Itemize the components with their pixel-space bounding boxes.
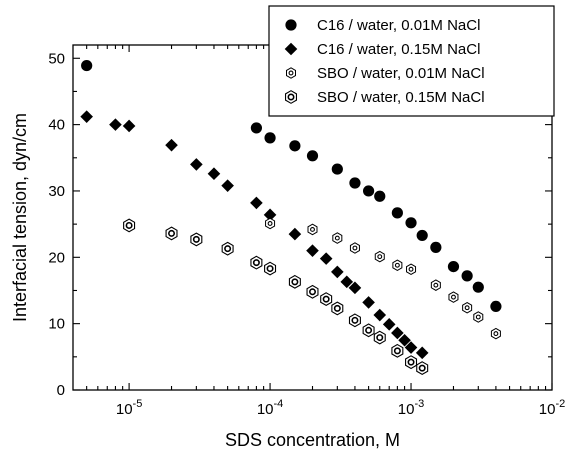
data-point — [81, 59, 93, 72]
y-tick-label: 10 — [48, 316, 65, 333]
y-tick-label: 0 — [57, 382, 65, 399]
x-tick-label: 10-5 — [116, 398, 142, 418]
data-point — [190, 158, 203, 171]
data-point — [250, 196, 263, 210]
data-point — [165, 226, 178, 241]
y-tick-label: 40 — [48, 117, 65, 134]
data-point — [264, 261, 277, 276]
data-point — [391, 343, 404, 358]
data-point — [391, 326, 404, 340]
data-point — [80, 110, 93, 123]
x-tick-label: 10-3 — [398, 398, 424, 418]
data-point — [122, 119, 136, 133]
data-point — [123, 218, 136, 233]
data-point — [473, 311, 484, 323]
series-4 — [123, 218, 429, 376]
data-point — [250, 122, 263, 134]
data-point — [306, 244, 319, 257]
data-point — [319, 252, 333, 265]
data-point — [250, 255, 263, 270]
x-axis-label: SDS concentration, M — [225, 430, 400, 450]
data-point — [416, 361, 429, 376]
data-point — [362, 323, 375, 338]
data-point — [374, 190, 386, 202]
data-point — [398, 333, 411, 347]
data-point — [416, 229, 428, 242]
data-point — [332, 232, 343, 244]
data-point — [405, 355, 418, 370]
data-point — [263, 208, 277, 222]
legend-label: C16 / water, 0.01M NaCl — [317, 17, 480, 34]
axis-ticks: 0 10 20 30 40 50 10-5 10-4 10-3 10-2 — [48, 45, 565, 418]
data-point — [382, 318, 396, 331]
y-tick-label: 30 — [48, 183, 65, 200]
legend: C16 / water, 0.01M NaCl C16 / water, 0.15… — [268, 5, 555, 117]
data-point — [340, 275, 354, 289]
legend-box — [268, 5, 555, 117]
data-point — [405, 217, 417, 229]
data-point — [109, 118, 122, 131]
data-point — [404, 341, 418, 354]
data-point — [430, 241, 442, 253]
data-point — [207, 167, 221, 181]
data-point — [348, 313, 361, 328]
y-tick-label: 50 — [48, 50, 65, 67]
data-point — [448, 291, 459, 303]
legend-marker — [286, 67, 296, 79]
data-point — [288, 274, 301, 289]
data-point — [373, 308, 387, 322]
data-point — [430, 279, 441, 291]
data-point — [362, 296, 375, 309]
data-point — [221, 241, 234, 256]
data-point — [265, 217, 276, 230]
data-point — [392, 259, 403, 272]
data-point — [306, 150, 319, 162]
data-point — [331, 163, 343, 175]
data-point — [373, 330, 386, 345]
legend-marker — [284, 42, 298, 56]
data-point — [461, 270, 473, 282]
legend-marker — [284, 90, 298, 104]
data-point — [374, 250, 385, 263]
data-points — [80, 59, 502, 376]
data-point — [391, 207, 403, 219]
y-axis-label: Interfacial tension, dyn/cm — [10, 113, 30, 322]
series-1 — [81, 59, 502, 313]
data-point — [447, 260, 460, 273]
data-point — [462, 301, 473, 314]
x-tick-label: 10-4 — [257, 398, 283, 418]
data-point — [472, 281, 484, 293]
data-point — [288, 227, 302, 241]
legend-label: C16 / water, 0.15M NaCl — [317, 41, 480, 58]
series-3 — [265, 217, 501, 340]
data-point — [320, 292, 333, 307]
data-point — [307, 223, 318, 236]
data-point — [406, 263, 417, 276]
data-point — [349, 242, 360, 254]
data-point — [221, 179, 234, 192]
data-point — [415, 346, 429, 360]
data-point — [490, 300, 502, 313]
legend-marker — [285, 19, 297, 31]
legend-label: SBO / water, 0.01M NaCl — [317, 65, 485, 82]
data-point — [349, 177, 361, 189]
y-tick-label: 20 — [48, 249, 65, 266]
data-point — [190, 232, 203, 247]
data-point — [331, 265, 344, 279]
data-point — [306, 284, 319, 299]
data-point — [490, 327, 501, 340]
data-point — [362, 185, 375, 197]
legend-label: SBO / water, 0.15M NaCl — [317, 89, 485, 106]
data-point — [165, 138, 178, 152]
data-point — [331, 301, 344, 316]
data-point — [264, 132, 276, 144]
series-2 — [80, 110, 429, 360]
data-point — [348, 281, 362, 295]
x-tick-label: 10-2 — [539, 398, 565, 418]
data-point — [289, 140, 301, 152]
